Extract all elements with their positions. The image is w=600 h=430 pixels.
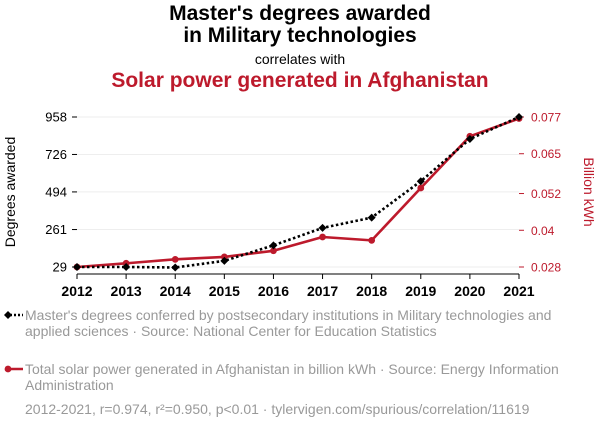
x-tick-label: 2013 — [111, 283, 142, 299]
x-tick-label: 2015 — [209, 283, 240, 299]
legend-marker-degrees-icon — [4, 311, 23, 319]
data-point-degrees — [367, 213, 376, 222]
data-point-degrees — [269, 241, 278, 250]
x-tick-label: 2012 — [61, 283, 92, 299]
data-point-degrees — [122, 263, 131, 271]
left-tick-label: 261 — [45, 222, 67, 237]
series-line-solar — [76, 117, 520, 269]
legend-label-degrees: Master's degrees conferred by postsecond… — [25, 307, 552, 339]
left-tick-label: 29 — [53, 260, 67, 275]
data-point-solar — [319, 233, 326, 241]
x-tick-label: 2014 — [160, 283, 191, 299]
left-tick-label: 494 — [45, 184, 67, 199]
series-line-degrees — [77, 115, 520, 269]
left-axis-ticks: 29 261 494 726 958 — [45, 110, 77, 275]
data-point-solar — [171, 255, 179, 263]
right-axis-label: Billion kWh — [581, 157, 597, 226]
left-axis-label: Degrees awarded — [2, 137, 18, 248]
chart-title-secondary: Solar power generated in Afghanistan — [111, 69, 489, 92]
chart-subtitle: correlates with — [254, 51, 346, 67]
series-masters-degrees — [73, 113, 523, 272]
data-point-degrees — [171, 263, 180, 272]
data-point-degrees — [465, 134, 474, 143]
x-tick-label: 2021 — [503, 283, 534, 299]
right-tick-label: 0.077 — [531, 111, 561, 125]
right-axis-ticks: 0.028 0.04 0.052 0.065 0.077 — [519, 111, 561, 275]
gridlines — [77, 116, 519, 268]
data-point-solar — [417, 184, 425, 192]
series-solar-power — [73, 115, 523, 271]
data-point-degrees — [73, 263, 81, 271]
left-tick-label: 726 — [45, 147, 67, 162]
chart-title-line-1: Master's degrees awarded — [169, 2, 431, 25]
right-tick-label: 0.065 — [531, 147, 561, 161]
legend-marker-solar-icon — [4, 365, 23, 373]
legend-label-solar: Total solar power generated in Afghanist… — [25, 361, 559, 393]
data-point-degrees — [220, 256, 229, 265]
data-point-degrees — [318, 223, 327, 232]
left-tick-label: 958 — [45, 110, 67, 125]
data-point-solar — [368, 236, 376, 244]
x-tick-label: 2020 — [454, 283, 485, 299]
x-tick-label: 2017 — [307, 283, 338, 299]
x-tick-label: 2019 — [405, 283, 436, 299]
correlation-footer: 2012-2021, r=0.974, r²=0.950, p<0.01 · t… — [25, 401, 530, 417]
right-tick-label: 0.028 — [531, 261, 561, 275]
chart-title-line-2: in Military technologies — [183, 24, 417, 47]
x-tick-label: 2016 — [258, 283, 289, 299]
right-tick-label: 0.04 — [531, 224, 555, 238]
x-tick-label: 2018 — [356, 283, 387, 299]
x-axis-ticks: 2012 2013 2014 2015 2016 2017 2018 2019 2020 2021 — [61, 273, 535, 299]
data-point-degrees — [416, 177, 425, 186]
data-point-degrees — [515, 113, 523, 121]
right-tick-label: 0.052 — [531, 187, 561, 201]
data-point-solar — [270, 247, 277, 255]
